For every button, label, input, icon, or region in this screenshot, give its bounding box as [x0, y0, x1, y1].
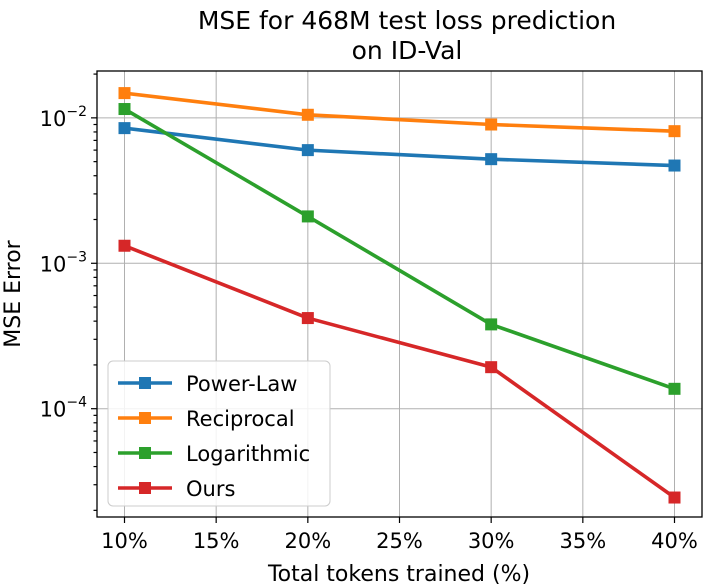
legend-item-logarithmic: Logarithmic [118, 442, 310, 466]
series-ours [118, 239, 681, 504]
y-tick-base: 10 [40, 252, 67, 276]
legend-label: Power-Law [186, 372, 297, 396]
series-line [122, 91, 677, 133]
data-point [668, 159, 681, 172]
legend-marker [139, 377, 151, 389]
legend-marker [139, 482, 151, 494]
x-tick-label: 25% [376, 529, 423, 553]
data-point [301, 108, 314, 121]
y-tick-base: 10 [40, 398, 67, 422]
chart-title: MSE for 468M test loss prediction [198, 6, 616, 35]
legend-marker [139, 447, 151, 459]
legend-marker [139, 412, 151, 424]
data-point [301, 312, 314, 325]
data-point [485, 318, 498, 331]
data-point [668, 125, 681, 138]
x-tick-label: 15% [193, 529, 240, 553]
data-point [118, 87, 131, 100]
data-point [301, 210, 314, 223]
series-line [122, 107, 677, 391]
data-point [118, 122, 131, 135]
data-point [118, 239, 131, 252]
y-tick-exponent: −2 [66, 104, 87, 120]
data-point [485, 153, 498, 166]
legend-label: Logarithmic [186, 442, 310, 466]
legend-item-power-law: Power-Law [118, 372, 297, 396]
y-axis-label: MSE Error [1, 239, 26, 347]
series-reciprocal [118, 87, 681, 138]
plot-frame [96, 70, 703, 518]
x-tick-label: 35% [559, 529, 606, 553]
series-line [122, 243, 677, 500]
data-point [485, 118, 498, 131]
y-tick-base: 10 [40, 107, 67, 131]
legend: Power-Law Reciprocal Logarithmic Ours [107, 360, 331, 507]
x-tick-label: 20% [284, 529, 331, 553]
y-tick-label: 10−4 [40, 395, 87, 422]
x-axis-label: Total tokens trained (%) [267, 562, 530, 585]
legend-label: Ours [186, 477, 235, 501]
series-logarithmic [118, 103, 681, 395]
legend-label: Reciprocal [186, 407, 295, 431]
data-point [668, 382, 681, 395]
data-point [485, 361, 498, 374]
data-point [118, 103, 131, 116]
y-tick-label: 10−2 [40, 104, 87, 131]
y-tick-exponent: −3 [66, 249, 87, 265]
x-tick-label: 40% [651, 529, 698, 553]
series-power-law [118, 122, 681, 172]
data-point [668, 491, 681, 504]
legend-item-ours: Ours [118, 477, 235, 501]
series-group [118, 87, 681, 504]
y-tick-label: 10−3 [40, 249, 87, 276]
x-tick-label: 10% [101, 529, 148, 553]
y-tick-exponent: −4 [66, 395, 87, 411]
x-tick-label: 30% [468, 529, 515, 553]
axis-ticks: 10% 15% 20% 25% 30% 35% 40%10−210−310−4 [40, 73, 698, 553]
chart-subtitle: on ID-Val [352, 36, 463, 65]
legend-box [107, 360, 331, 507]
legend-item-reciprocal: Reciprocal [118, 407, 295, 431]
data-point [301, 144, 314, 157]
series-line [122, 126, 677, 168]
